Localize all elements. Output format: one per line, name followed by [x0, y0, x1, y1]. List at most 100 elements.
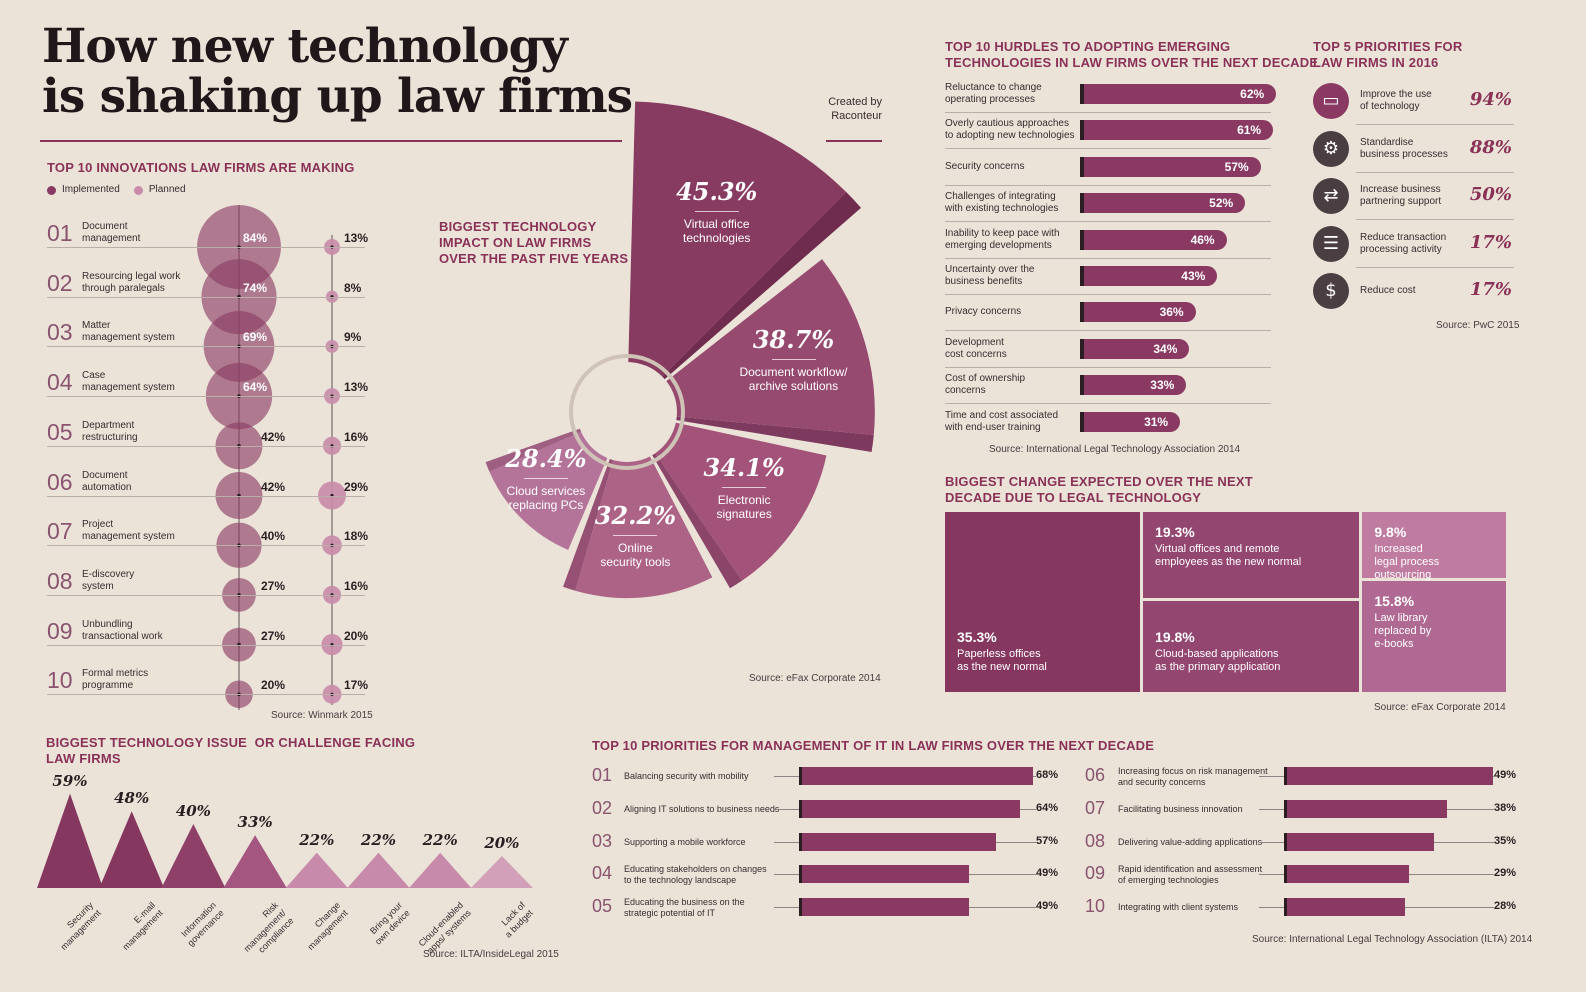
pie-slice: [664, 259, 875, 435]
innovation-number: 07: [47, 518, 73, 545]
innovation-label: Formal metrics programme: [82, 668, 148, 692]
pie-slice: [575, 454, 713, 599]
priority-value: 94%: [1469, 89, 1512, 110]
it-priority-bar: [1284, 799, 1447, 818]
innovation-label-l2: programme: [82, 680, 134, 692]
hurdle-label: Reluctance to change operating processes: [945, 82, 1042, 106]
change-tile: 15.8% Law library replaced by e-books: [1362, 580, 1506, 692]
planned-value: 13%: [344, 380, 369, 395]
hurdle-label: Cost of ownership concerns: [945, 373, 1025, 397]
pie-slice-label-l2: technologies: [683, 231, 751, 246]
it-priority-label: Educating the business on the strategic p…: [624, 897, 745, 919]
issue-value: 22%: [299, 830, 335, 849]
innovation-label-l2: management system: [82, 332, 175, 344]
hurdle-label: Time and cost associated with end-user tr…: [945, 410, 1058, 434]
pie-slice-label: Online security tools: [555, 541, 715, 569]
innovation-label-l1: Matter: [82, 320, 111, 332]
hurdle-row-rule: [945, 112, 1271, 113]
change-tile-l3: outsourcing: [1374, 569, 1432, 581]
it-priorities-source: Source: International Legal Technology A…: [1252, 934, 1533, 945]
planned-value: 17%: [344, 678, 369, 693]
issues-title: Biggest technology issue or challenge fa…: [46, 735, 415, 767]
innovation-row-rule: [47, 594, 365, 596]
innovation-number: 03: [47, 319, 73, 346]
change-tile-value: 9.8%: [1374, 524, 1407, 540]
implemented-value: 20%: [261, 678, 286, 693]
innovation-number: 06: [47, 468, 73, 495]
pie-slice: [489, 431, 609, 550]
change-tile-l1: Law library: [1374, 611, 1428, 624]
priority-label-l2: partnering support: [1360, 196, 1442, 207]
page-title: How new technology is shaking up law fir…: [42, 19, 633, 122]
innovation-label-l2: transactional work: [82, 630, 163, 642]
issues-title-l2: law firms: [46, 751, 121, 766]
it-priority-value: 64%: [1036, 801, 1059, 814]
title-line-1: How new technology: [42, 19, 568, 74]
pie-slice-edge: [674, 416, 874, 453]
change-tile-l2: replaced by: [1374, 624, 1432, 637]
hurdle-value: 36%: [1159, 305, 1184, 320]
change-tile-l2: employees as the new normal: [1155, 556, 1302, 568]
hurdle-label-l2: to adopting new technologies: [945, 130, 1075, 142]
hurdle-label-l2: with existing technologies: [945, 203, 1059, 215]
innovation-number: 10: [47, 667, 73, 694]
it-priority-label-l1: Educating the business on the: [624, 897, 745, 908]
hurdle-label-l1: Cost of ownership: [945, 373, 1026, 385]
pie-slice-label-l2: security tools: [600, 555, 671, 570]
change-tile-text: 9.8% Increased legal process outsourcing: [1374, 524, 1439, 582]
innovations-title: Top 10 innovations law firms are making: [47, 160, 355, 175]
priority-label-l1: Reduce cost: [1360, 285, 1416, 296]
pie-slice-divider: [523, 478, 568, 480]
priority-label: Increase business partnering support: [1360, 184, 1441, 208]
innovation-row-rule: [47, 346, 365, 348]
impact-title: Biggest technology impact on law firms o…: [439, 219, 628, 267]
innovation-label-l1: Resourcing legal work: [82, 270, 181, 282]
change-tile: 19.8% Cloud-based applications as the prim…: [1143, 600, 1360, 692]
change-title: Biggest change expected over the next de…: [945, 474, 1253, 506]
innovation-number: 04: [47, 369, 73, 396]
it-priority-number: 07: [1085, 797, 1106, 818]
priority-label: Standardise business processes: [1360, 137, 1448, 161]
hurdle-value: 52%: [1209, 196, 1234, 211]
priority-row-rule: [1356, 266, 1514, 268]
pie-slice-label: Document workflow/archive solutions: [714, 365, 874, 393]
it-priority-number: 03: [592, 830, 613, 851]
pie-slice-divider: [694, 211, 739, 213]
it-priority-label-l1: Increasing focus on risk management: [1118, 766, 1268, 776]
legend-planned-label: Planned: [148, 184, 186, 195]
change-tile-l1: Paperless offices: [957, 648, 1041, 660]
innovation-label-l1: Document: [82, 469, 128, 481]
it-priority-value: 38%: [1494, 801, 1517, 814]
priority-row-rule: [1356, 124, 1514, 125]
it-priority-value: 35%: [1494, 834, 1517, 847]
innovation-label: Document management: [82, 221, 140, 245]
it-priority-number: 01: [592, 765, 613, 785]
hurdle-label: Uncertainty over the business benefits: [945, 264, 1035, 288]
innovation-row-rule: [47, 644, 365, 646]
hurdle-bar: [1080, 375, 1187, 396]
it-priority-number: 02: [592, 797, 613, 818]
priorities-title: Top 5 priorities for law firms in 2016: [1313, 39, 1462, 71]
priority-label-l2: of technology: [1360, 101, 1420, 112]
hurdle-label: Security concerns: [945, 161, 1024, 173]
hurdle-row-rule: [945, 221, 1271, 223]
it-priority-number: 05: [592, 896, 613, 917]
it-priority-label: Balancing security with mobility: [624, 771, 749, 782]
hurdle-value: 46%: [1190, 232, 1215, 247]
innovation-label-l1: E-discovery: [82, 568, 135, 580]
hurdle-value: 31%: [1144, 414, 1169, 429]
change-tile-text: 19.3% Virtual offices and remote employees…: [1155, 525, 1302, 569]
hurdle-label: Privacy concerns: [945, 306, 1021, 318]
pie-slice-label-l1: Electronic: [717, 493, 771, 508]
innovation-row-rule: [47, 694, 365, 696]
hurdles-source: Source: International Legal Technology A…: [989, 444, 1241, 455]
pie-slice-label-l2: replacing PCs: [508, 498, 584, 513]
innovation-number: 05: [47, 418, 73, 445]
issue-triangle: [470, 856, 533, 888]
innovation-label: Case management system: [82, 370, 175, 394]
priority-label-l2: processing activity: [1360, 243, 1442, 255]
hurdle-label-l2: with end-user training: [945, 421, 1041, 433]
innovation-row-rule: [47, 296, 365, 298]
innovation-label: Unbundling transactional work: [82, 619, 163, 643]
issue-label: Security management: [39, 900, 104, 965]
